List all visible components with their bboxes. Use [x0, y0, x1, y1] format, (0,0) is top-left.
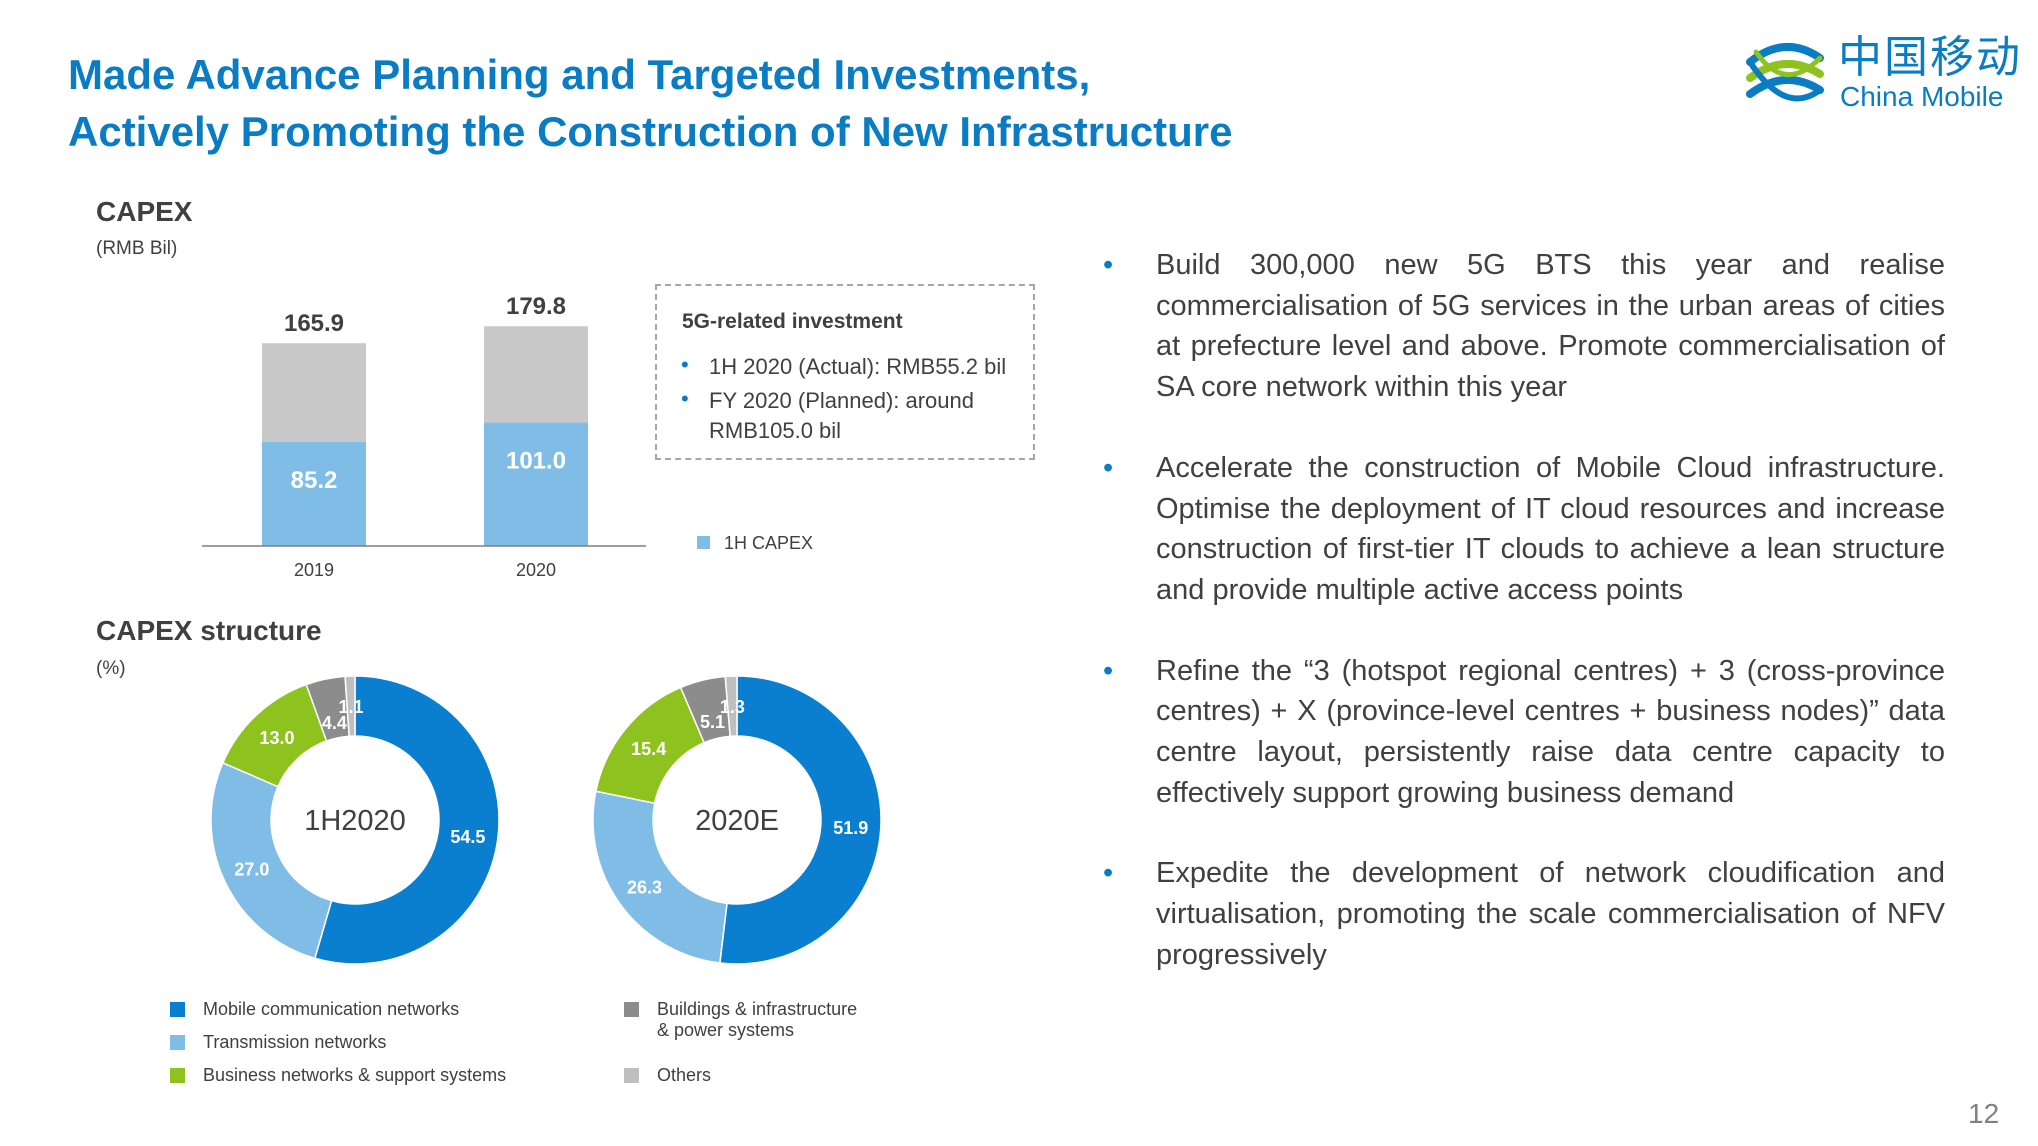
bullet-dot: •: [1103, 857, 1114, 890]
legend-label-others: Others: [657, 1065, 712, 1085]
legend-label-mobile: Mobile communication networks: [203, 999, 460, 1019]
donut-2-slice-1: [592, 790, 728, 964]
bar-total-label-2020: 179.8: [506, 293, 566, 320]
donut-2-slice-label-0: 51.9: [833, 818, 868, 838]
donut-2-slice-label-4: 1.3: [720, 697, 745, 717]
bar-1h-2020: [484, 422, 588, 546]
donut-2-center-label: 2020E: [695, 805, 779, 837]
legend-label-buildings: Buildings & infrastructure & power syste…: [657, 999, 857, 1041]
donut-chart-2020e: 51.9 26.3 15.4 5.11.3 2020E: [592, 675, 882, 965]
bar-1h-2019: [262, 441, 366, 546]
bullet-dot: •: [681, 386, 689, 411]
legend-swatch-business: [170, 1068, 185, 1083]
bar-category-label-2020: 2020: [516, 560, 556, 580]
legend-others: Others: [624, 1065, 711, 1086]
donut-1-slice-label-1: 27.0: [234, 860, 269, 880]
logo-english-text: China Mobile: [1840, 81, 2004, 112]
investment-box: 5G-related investment • 1H 2020 (Actual)…: [655, 284, 1035, 460]
investment-item-planned-amount: RMB105.0 bil: [709, 418, 842, 443]
bullet-dot: •: [1103, 451, 1114, 484]
investment-item-actual: 1H 2020 (Actual): RMB55.2 bil: [709, 354, 1007, 379]
legend-swatch-others: [624, 1068, 639, 1083]
bullet-text-data-centre: Refine the “3 (hotspot regional centres)…: [1156, 654, 1945, 809]
donut-1-slice-1: [210, 761, 333, 960]
donut-2-slice-label-3: 5.1: [700, 712, 725, 732]
page-number: 12: [1968, 1098, 2000, 1129]
bullet-item-data-centre: • Refine the “3 (hotspot regional centre…: [1095, 651, 1945, 814]
legend-label-1h-capex: 1H CAPEX: [724, 533, 814, 553]
capex-title: CAPEX: [96, 196, 193, 227]
legend-label-transmission: Transmission networks: [203, 1032, 387, 1052]
legend-mobile: Mobile communication networks: [170, 999, 459, 1020]
bar-category-label-2019: 2019: [294, 560, 334, 580]
donut-1-slice-label-2: 13.0: [259, 728, 294, 748]
page-title-line2: Actively Promoting the Construction of N…: [68, 108, 1233, 155]
bullet-dot: •: [681, 352, 689, 377]
donut-1-slice-label-0: 54.5: [450, 827, 485, 847]
page-title-line1: Made Advance Planning and Targeted Inves…: [68, 51, 1091, 98]
investment-box-title: 5G-related investment: [682, 310, 903, 333]
bullet-list: • Build 300,000 new 5G BTS this year and…: [1095, 245, 1945, 1016]
legend-label-buildings-line1: Buildings & infrastructure: [657, 999, 858, 1019]
bullet-item-5g-bts: • Build 300,000 new 5G BTS this year and…: [1095, 245, 1945, 408]
capex-bar-chart: 165.9 85.2 2019 179.8 101.0 2020: [202, 293, 646, 580]
donut-1-slice-label-4: 1.1: [339, 697, 364, 717]
bullet-dot: •: [1103, 249, 1114, 281]
bullet-text-nfv: Expedite the development of network clou…: [1156, 857, 1945, 971]
donut-2-slice-0: [719, 675, 882, 965]
legend-transmission: Transmission networks: [170, 1032, 386, 1053]
page-title: Made Advance Planning and Targeted Inves…: [68, 46, 1232, 160]
bullet-text-mobile-cloud: Accelerate the construction of Mobile Cl…: [1156, 451, 1945, 606]
donut-1-slice-4: [344, 675, 356, 738]
bullet-item-nfv: • Expedite the development of network cl…: [1095, 853, 1945, 975]
bullet-text-5g-bts: Build 300,000 new 5G BTS this year and r…: [1156, 249, 1945, 404]
donut-2-slice-4: [724, 675, 738, 738]
bullet-dot: •: [1103, 654, 1114, 687]
structure-unit: (%): [96, 658, 126, 679]
donut-chart-1h2020: 54.5 27.0 13.0 4.41.1 1H2020: [210, 675, 500, 965]
bar-total-2019: [262, 343, 366, 442]
logo-chinese-text: 中国移动: [1838, 33, 2022, 82]
donut-2-slice-label-2: 15.4: [631, 739, 666, 759]
donut-1-slice-label-3: 4.4: [322, 713, 347, 733]
legend-swatch-buildings: [624, 1002, 639, 1017]
bar-legend: 1H CAPEX: [697, 533, 813, 554]
structure-title: CAPEX structure: [96, 615, 322, 646]
china-mobile-logo-icon: [1746, 43, 1824, 102]
bar-total-label-2019: 165.9: [284, 310, 344, 337]
legend-business: Business networks & support systems: [170, 1065, 506, 1086]
donut-1-slice-0: [313, 675, 500, 965]
bullet-item-mobile-cloud: • Accelerate the construction of Mobile …: [1095, 448, 1945, 611]
legend-swatch-mobile: [170, 1002, 185, 1017]
legend-buildings: Buildings & infrastructure & power syste…: [624, 999, 857, 1041]
legend-label-buildings-line2: & power systems: [657, 1020, 795, 1040]
bar-1h-label-2019: 85.2: [291, 467, 338, 494]
legend-label-business: Business networks & support systems: [203, 1065, 507, 1085]
bar-1h-label-2020: 101.0: [506, 448, 566, 475]
donut-2-slice-label-1: 26.3: [627, 878, 662, 898]
donut-1-center-label: 1H2020: [304, 805, 406, 837]
bar-total-2020: [484, 326, 588, 423]
investment-item-planned: FY 2020 (Planned): around: [709, 388, 974, 413]
china-mobile-logo: 中国移动 China Mobile: [1742, 28, 2022, 124]
legend-swatch-transmission: [170, 1035, 185, 1050]
capex-unit: (RMB Bil): [96, 238, 178, 259]
legend-swatch-1h-capex: [697, 536, 710, 549]
